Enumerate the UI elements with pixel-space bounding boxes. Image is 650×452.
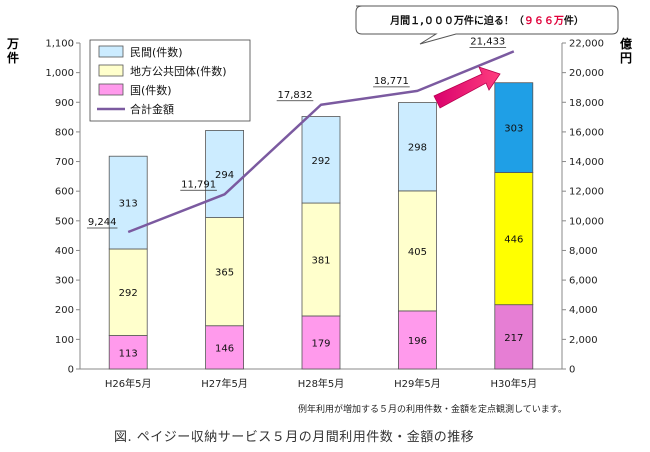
right-tick-label: 2,000 (569, 335, 598, 346)
bar-segment (301, 116, 341, 204)
bar-segment (205, 217, 245, 327)
left-tick-label: 500 (55, 216, 74, 227)
bar-value-label: 196 (408, 336, 427, 347)
total-amount-series-line (127, 50, 515, 234)
bar-value-label: 113 (119, 348, 138, 359)
left-tick-label: 600 (55, 187, 74, 198)
bars: 113 292 313 H26年5月 146 365 294 H27年5月 179 381 292 H… (105, 82, 537, 390)
left-tick-label: 300 (55, 276, 74, 287)
right-tick-label: 18,000 (569, 98, 604, 109)
bar-segment (205, 325, 245, 370)
bar-value-label: 292 (311, 156, 330, 167)
bar-value-label: 217 (504, 333, 523, 344)
chart: 0 100 200 300 400 500 600 700 800 900 1,000 1,100 0 2… (6, 5, 632, 390)
right-tick-label: 10,000 (569, 216, 604, 227)
bar-segment (494, 304, 534, 370)
bar-segment (108, 335, 148, 370)
bar-value-label: 298 (408, 143, 427, 154)
bar-segment (301, 315, 341, 370)
category-label: H30年5月 (490, 377, 537, 390)
left-unit-label: 件 (7, 50, 19, 65)
bar-value-label: 381 (311, 255, 330, 266)
bar-value-label: 146 (215, 343, 234, 354)
right-tick-label: 22,000 (569, 39, 604, 50)
bar-segment (494, 82, 534, 173)
footnote: 例年利用が増加する５月の利用件数・金額を定点観測しています。 (298, 405, 567, 415)
highlight-arrow (433, 66, 501, 109)
legend-label: 国(件数) (130, 84, 172, 97)
callout: 月間１,０００万件に迫る！（９６６万件） (355, 5, 619, 109)
left-tick-label: 1,000 (45, 68, 74, 79)
category-label: H28年5月 (298, 377, 345, 390)
bar-segment (397, 102, 437, 192)
bar-segment (397, 190, 437, 312)
category-label: H27年5月 (201, 377, 248, 390)
right-unit-label: 億 (620, 36, 632, 51)
bar-value-label: 292 (119, 288, 138, 299)
bar-value-label: 405 (408, 247, 427, 258)
legend-label: 地方公共団体(件数) (130, 64, 227, 78)
left-unit-label: 万 (6, 37, 19, 51)
bar-value-label: 365 (215, 268, 234, 279)
category-label: H29年5月 (394, 377, 441, 390)
left-tick-label: 800 (55, 127, 74, 138)
legend-swatch (98, 45, 124, 58)
bar-segment (108, 248, 148, 336)
bar-value-label: 179 (311, 338, 330, 349)
total-amount-label: 9,244 (88, 217, 117, 228)
callout-highlight: ９６６万 (524, 15, 564, 27)
left-tick-label: 900 (55, 98, 74, 109)
legend-label: 合計金額 (130, 102, 174, 116)
total-amount-line: 9,244 11,791 17,832 18,771 21,433 (86, 36, 515, 234)
bar-segment (301, 202, 341, 317)
right-unit-label: 円 (620, 51, 632, 65)
bar-segment (205, 130, 245, 218)
legend: 民間(件数) 地方公共団体(件数) 国(件数) 合計金額 (89, 39, 251, 122)
right-tick-label: 8,000 (569, 246, 598, 257)
legend-label: 民間(件数) (130, 46, 183, 59)
left-tick-label: 100 (55, 335, 74, 346)
right-tick-label: 4,000 (569, 305, 598, 316)
left-tick-label: 200 (55, 305, 74, 316)
left-tick-label: 700 (55, 157, 74, 168)
bar-value-label: 313 (119, 199, 138, 210)
total-amount-label: 17,832 (278, 90, 313, 101)
category-label: H26年5月 (105, 377, 152, 390)
bar-segment (397, 310, 437, 370)
right-tick-label: 16,000 (569, 127, 604, 138)
left-tick-label: 1,100 (45, 39, 74, 50)
bar-value-label: 446 (504, 235, 523, 246)
right-tick-label: 0 (569, 365, 575, 376)
bar-value-label: 294 (215, 170, 234, 181)
callout-text-before: 月間１,０００万件に迫る！（ (389, 14, 524, 27)
left-tick-label: 400 (55, 246, 74, 257)
bar-value-label: 303 (504, 124, 523, 135)
right-tick-label: 14,000 (569, 157, 604, 168)
total-amount-label: 21,433 (470, 36, 505, 47)
figure-caption: 図. ペイジー収納サービス５月の月間利用件数・金額の推移 (114, 430, 475, 445)
axes: 0 100 200 300 400 500 600 700 800 900 1,000 1,100 0 2… (6, 36, 632, 376)
right-tick-label: 12,000 (569, 187, 604, 198)
total-amount-label: 11,791 (181, 179, 216, 190)
total-amount-label: 18,771 (374, 76, 409, 87)
right-tick-label: 20,000 (569, 68, 604, 79)
bar-segment (108, 155, 148, 250)
legend-swatch (98, 64, 124, 77)
callout-bubble (355, 5, 619, 45)
callout-text-after: 件） (564, 14, 584, 27)
right-tick-label: 6,000 (569, 276, 598, 287)
legend-swatch (98, 83, 124, 96)
left-tick-label: 0 (68, 365, 74, 376)
callout-text: 月間１,０００万件に迫る！（９６６万件） (389, 14, 584, 27)
bar-segment (494, 172, 534, 306)
